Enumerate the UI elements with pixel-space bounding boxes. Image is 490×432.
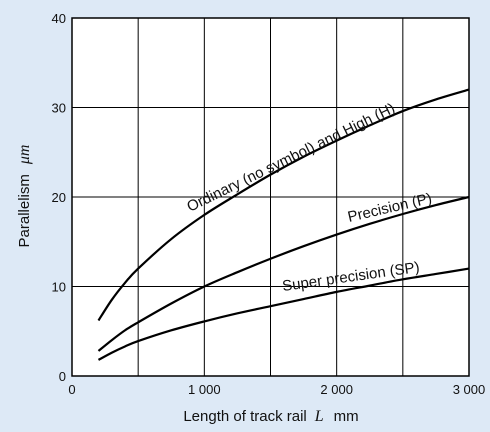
x-tick-label: 1 000 [188,382,221,397]
tick-labels: 0 1 000 2 000 3 000 0 10 20 30 40 [52,11,486,397]
x-tick-label: 3 000 [453,382,486,397]
y-axis-label: Parallelismμm [16,145,33,248]
x-tick-label: 0 [68,382,75,397]
curve-precision [97,195,470,352]
y-tick-label: 0 [59,369,66,384]
grid-lines [72,18,469,376]
x-tick-label: 2 000 [320,382,353,397]
curve-super-precision [97,267,470,361]
y-tick-label: 10 [52,280,66,295]
curves [97,88,470,361]
y-tick-label: 30 [52,101,66,116]
curve-ordinary-high [97,88,470,322]
y-tick-label: 20 [52,190,66,205]
y-tick-label: 40 [52,11,66,26]
